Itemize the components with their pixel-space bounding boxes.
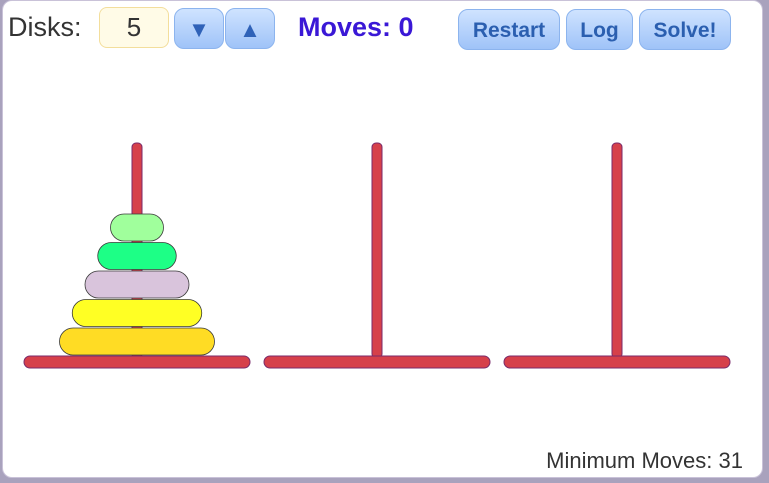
- peg-3[interactable]: [504, 143, 730, 368]
- peg-pole: [372, 143, 382, 358]
- min-moves-label: Minimum Moves:: [546, 448, 712, 473]
- peg-pole: [612, 143, 622, 358]
- disks-layer: [60, 214, 215, 355]
- disk-2[interactable]: [98, 243, 177, 270]
- disk-5[interactable]: [60, 328, 215, 355]
- disk-1[interactable]: [111, 214, 164, 241]
- minimum-moves: Minimum Moves: 31: [546, 448, 743, 474]
- peg-base: [264, 356, 490, 368]
- min-moves-value: 31: [719, 448, 743, 473]
- disk-4[interactable]: [72, 300, 202, 327]
- disk-3[interactable]: [85, 271, 189, 298]
- peg-base: [24, 356, 250, 368]
- peg-2[interactable]: [264, 143, 490, 368]
- peg-base: [504, 356, 730, 368]
